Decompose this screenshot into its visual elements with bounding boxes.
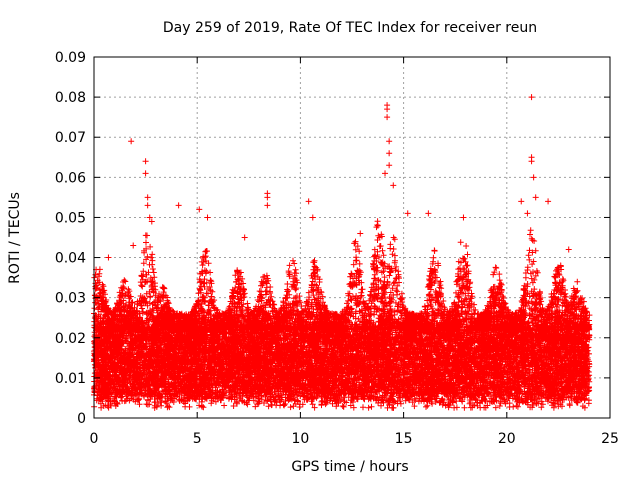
y-tick-label: 0.04 bbox=[55, 251, 86, 267]
outlier-point bbox=[460, 214, 467, 221]
y-tick-label: 0.06 bbox=[55, 170, 86, 186]
outlier-point bbox=[144, 202, 151, 209]
x-tick-label: 20 bbox=[498, 431, 516, 447]
y-tick-label: 0.07 bbox=[55, 130, 86, 146]
x-tick-label: 0 bbox=[90, 431, 99, 447]
outlier-point bbox=[384, 114, 391, 121]
outlier-point bbox=[142, 158, 149, 165]
y-axis-label: ROTI / TECUs bbox=[7, 192, 23, 284]
outlier-point bbox=[425, 210, 432, 217]
outlier-point bbox=[386, 162, 393, 169]
outlier-point bbox=[386, 138, 393, 145]
y-tick-label: 0.08 bbox=[55, 90, 86, 106]
y-tick-label: 0.02 bbox=[55, 331, 86, 347]
outlier-point bbox=[386, 150, 393, 157]
outlier-point bbox=[105, 254, 112, 261]
outlier-point bbox=[565, 246, 572, 253]
y-tick-label: 0.03 bbox=[55, 291, 86, 307]
outlier-point bbox=[404, 210, 411, 217]
outlier-point bbox=[528, 94, 535, 101]
scatter-markers bbox=[91, 218, 593, 411]
data-points bbox=[91, 94, 593, 411]
outlier-point bbox=[241, 234, 248, 241]
axis-ticks: 0 0.01 0.02 0.03 0.04 0.05 0.06 0.07 0.08 0.09 0 5 1… bbox=[55, 50, 619, 447]
plot-frame bbox=[93, 56, 611, 419]
chart-title: Day 259 of 2019, Rate Of TEC Index for r… bbox=[163, 20, 537, 36]
outlier-point bbox=[146, 214, 153, 221]
x-tick-label: 5 bbox=[193, 431, 202, 447]
outlier-point bbox=[545, 198, 552, 205]
x-tick-label: 15 bbox=[395, 431, 413, 447]
y-tick-label: 0.05 bbox=[55, 210, 86, 226]
y-tick-label: 0.09 bbox=[55, 50, 86, 66]
outlier-point bbox=[128, 138, 135, 145]
outlier-point bbox=[382, 170, 389, 177]
outlier-point bbox=[264, 194, 271, 201]
x-axis-label: GPS time / hours bbox=[291, 459, 408, 475]
y-tick-label: 0 bbox=[77, 411, 86, 427]
outlier-point bbox=[528, 158, 535, 165]
outlier-point bbox=[142, 170, 149, 177]
outlier-point bbox=[175, 202, 182, 209]
outlier-point bbox=[144, 194, 151, 201]
outlier-point bbox=[264, 202, 271, 209]
outlier-point bbox=[532, 194, 539, 201]
outlier-point bbox=[148, 218, 155, 225]
outlier-point bbox=[518, 198, 525, 205]
outlier-point bbox=[524, 210, 531, 217]
outlier-point bbox=[309, 214, 316, 221]
outlier-point bbox=[390, 182, 397, 189]
outlier-point bbox=[196, 206, 203, 213]
outlier-point bbox=[204, 214, 211, 221]
outlier-point bbox=[357, 230, 364, 237]
y-tick-label: 0.01 bbox=[55, 371, 86, 387]
outlier-point bbox=[305, 198, 312, 205]
outlier-point bbox=[130, 242, 137, 249]
x-tick-label: 25 bbox=[601, 431, 619, 447]
outlier-point bbox=[384, 106, 391, 113]
outlier-point bbox=[530, 174, 537, 181]
x-tick-label: 10 bbox=[291, 431, 309, 447]
